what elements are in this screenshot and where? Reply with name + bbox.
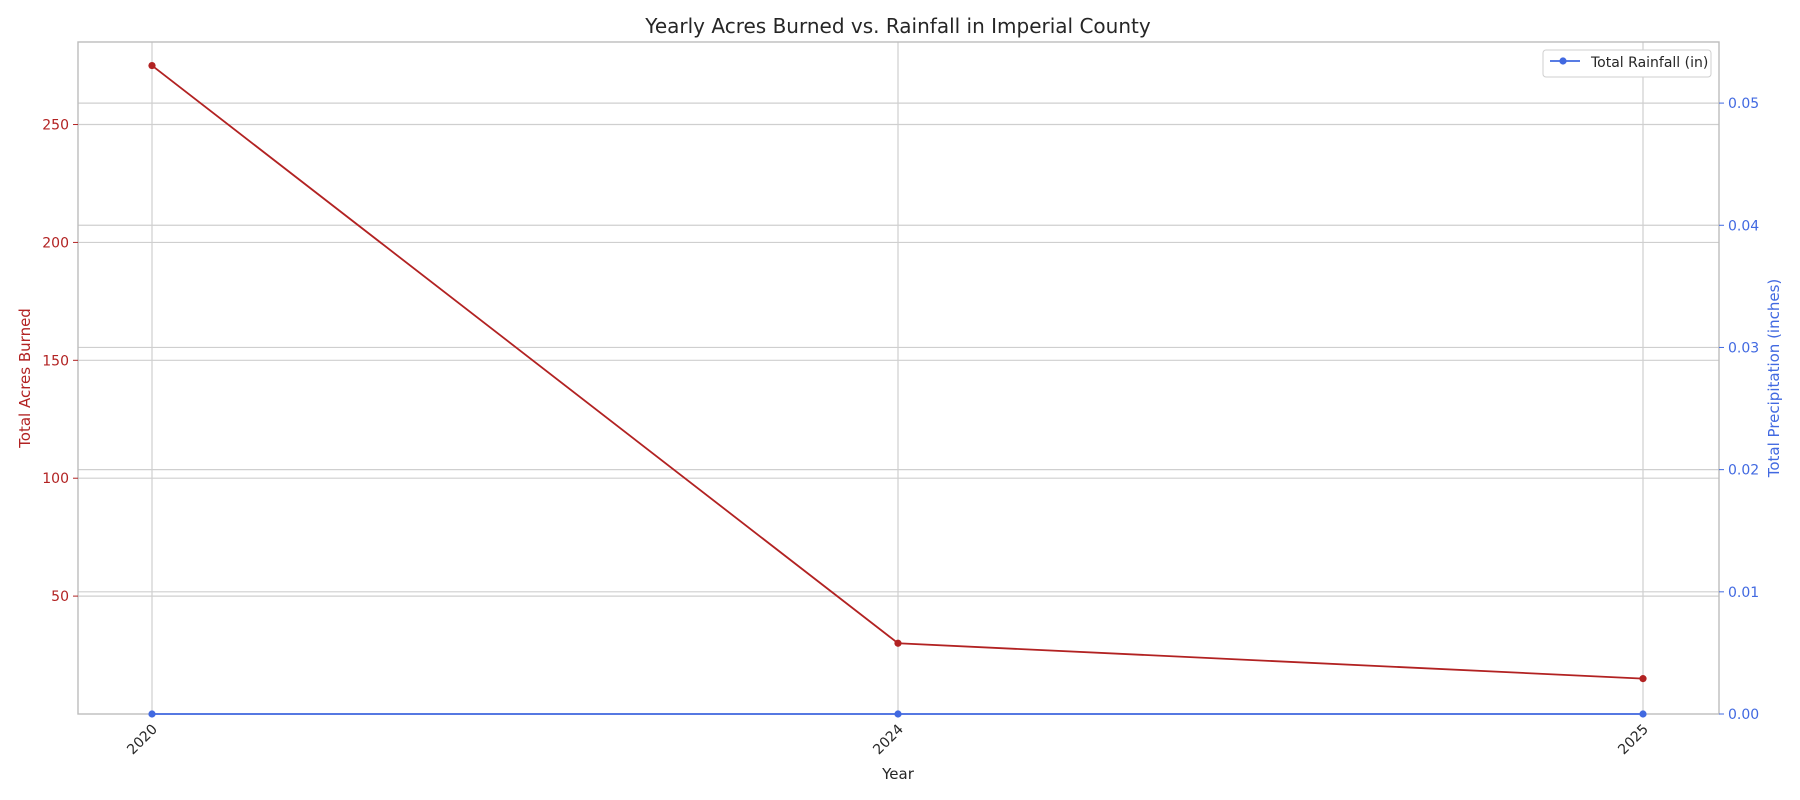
left-tick-label: 200 <box>42 235 69 251</box>
left-tick-label: 150 <box>42 353 69 369</box>
rainfall-point-2025 <box>1639 710 1647 718</box>
legend-label-rainfall: Total Rainfall (in) <box>1590 55 1708 71</box>
acres-burned-point-2020 <box>148 61 156 70</box>
legend-box <box>1542 49 1712 78</box>
x-tick-label: 2020 <box>124 722 161 759</box>
right-tick-label: 0.05 <box>1728 96 1759 112</box>
x-axis-title: Year <box>881 765 915 783</box>
legend: Total Rainfall (in) <box>1542 49 1712 78</box>
left-axis-title: Total Acres Burned <box>16 308 34 449</box>
x-tick-label: 2024 <box>870 721 907 758</box>
legend-marker-swatch <box>1559 57 1567 65</box>
left-tick-label: 250 <box>42 118 69 134</box>
left-tick-label: 100 <box>42 471 69 487</box>
left-tick-label: 50 <box>51 589 69 605</box>
right-tick-label: 0.04 <box>1728 218 1759 234</box>
right-tick-label: 0.01 <box>1728 585 1759 601</box>
rainfall-point-2020 <box>148 710 156 718</box>
acres-burned-point-2024 <box>894 639 902 647</box>
rainfall-point-2024 <box>894 710 902 718</box>
right-tick-label: 0.00 <box>1728 707 1759 723</box>
x-tick-label: 2025 <box>1615 722 1652 759</box>
right-axis-title: Total Precipitation (inches) <box>1765 279 1783 479</box>
right-tick-label: 0.02 <box>1728 463 1759 479</box>
right-tick-label: 0.03 <box>1728 340 1759 356</box>
chart-title: Yearly Acres Burned vs. Rainfall in Impe… <box>644 14 1151 38</box>
acres-burned-point-2025 <box>1639 675 1647 683</box>
